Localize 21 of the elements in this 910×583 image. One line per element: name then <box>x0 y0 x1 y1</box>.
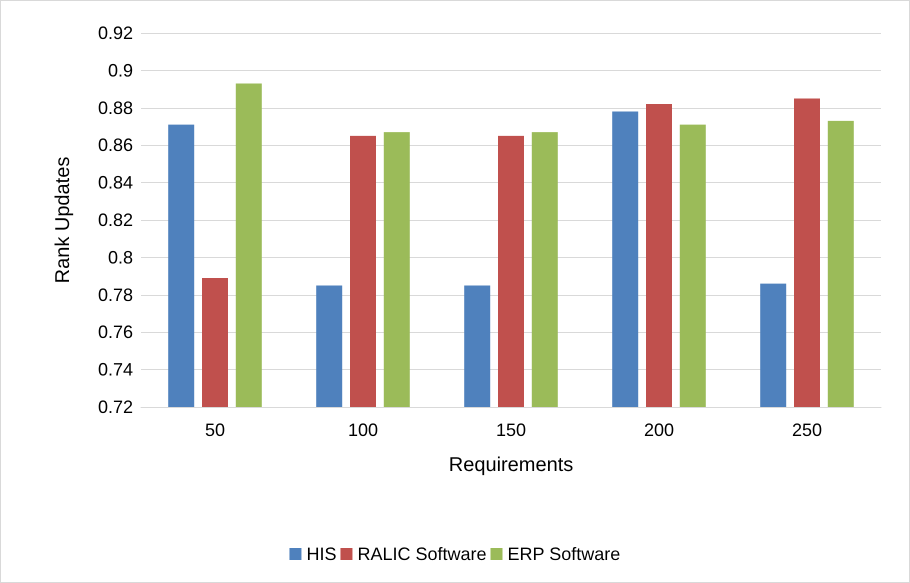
x-tick-label: 50 <box>204 420 226 440</box>
y-tick-label: 0.86 <box>98 135 133 156</box>
y-tick-label: 0.8 <box>108 247 133 268</box>
y-axis-title: Rank Updates <box>52 156 74 284</box>
x-tick-label: 150 <box>496 420 526 440</box>
x-tick-label: 100 <box>348 420 378 440</box>
y-tick-label: 0.92 <box>98 23 133 43</box>
x-tick-label: 250 <box>792 420 822 440</box>
y-tick-label: 0.9 <box>108 60 133 80</box>
legend-label: ERP Software <box>508 544 620 564</box>
legend-label: HIS <box>306 544 336 564</box>
y-tick-label: 0.82 <box>98 210 133 230</box>
y-tick-label: 0.84 <box>98 172 133 193</box>
y-tick-label: 0.78 <box>98 284 133 305</box>
x-tick-label: 200 <box>644 420 674 440</box>
y-tick-label: 0.88 <box>98 98 133 118</box>
y-tick-label: 0.76 <box>98 322 133 342</box>
legend-label: RALIC Software <box>357 544 487 564</box>
x-axis-title: Requirements <box>448 454 574 476</box>
y-tick-label: 0.74 <box>98 360 133 380</box>
y-tick-label: 0.72 <box>98 397 133 417</box>
